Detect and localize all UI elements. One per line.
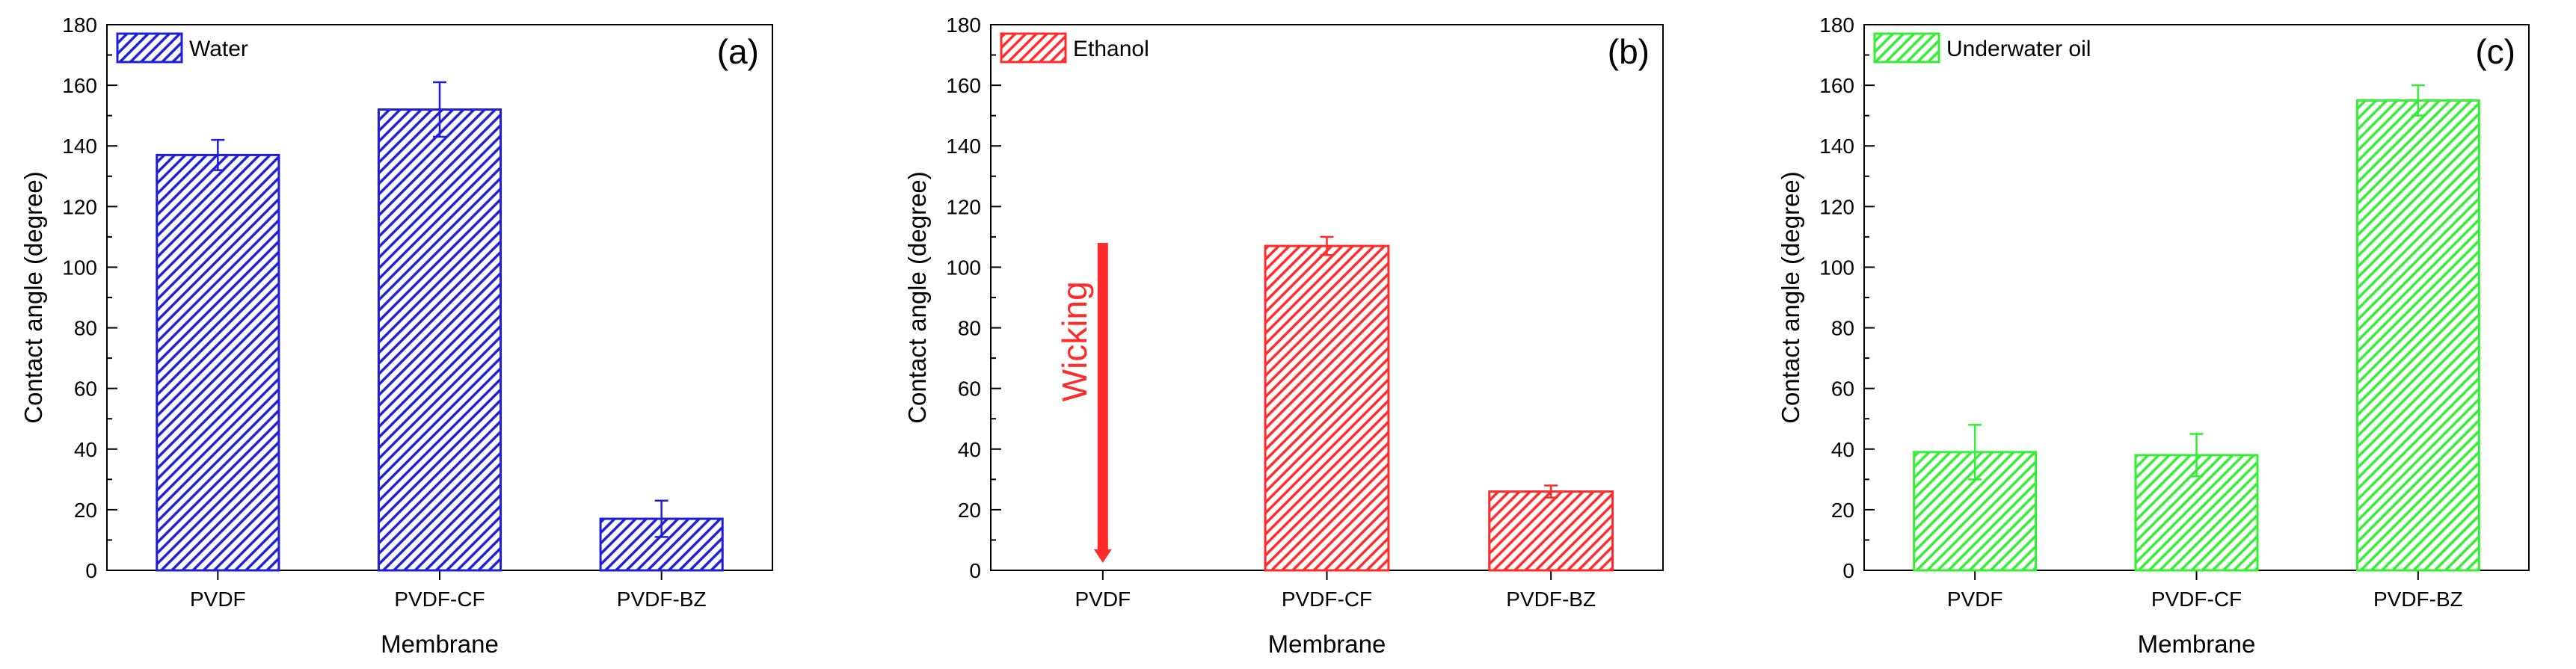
- x-tick-label: PVDF: [1947, 588, 2003, 611]
- panel-label: (b): [1608, 32, 1650, 71]
- error-bar-pvdf-bz: [2411, 84, 2425, 117]
- chart-panel-2: 0 20 40 60 80 100 120 140 160 180 PVDF PVDF-CF PVDF-…: [903, 13, 1664, 658]
- x-tick-label: PVDF: [190, 588, 246, 611]
- y-tick-label: 40: [958, 438, 981, 461]
- x-axis-title: Membrane: [1268, 630, 1386, 658]
- error-bar-pvdf-cf: [2189, 433, 2204, 478]
- y-tick-label: 100: [62, 256, 97, 279]
- wicking-arrow-head: [1093, 549, 1112, 563]
- y-tick-label: 160: [946, 74, 981, 97]
- panel-label: (c): [2475, 32, 2515, 71]
- y-tick-label: 60: [1831, 377, 1854, 401]
- y-tick-label: 140: [62, 135, 97, 158]
- x-tick-label: PVDF: [1075, 588, 1131, 611]
- legend-swatch: [1873, 32, 1940, 64]
- y-axis-title: Contact angle (degree): [1777, 171, 1804, 424]
- x-tick-label: PVDF-CF: [1282, 588, 1372, 611]
- chart-panel-1: 0 20 40 60 80 100 120 140 160 180 PVDF PVDF-CF PVDF-…: [19, 13, 773, 658]
- x-tick-label: PVDF-BZ: [2373, 588, 2463, 611]
- y-tick-label: 160: [1819, 74, 1854, 97]
- y-tick-label: 60: [958, 377, 981, 401]
- y-tick-label: 0: [1842, 559, 1854, 582]
- x-tick-label: PVDF-BZ: [617, 588, 707, 611]
- y-tick-label: 180: [946, 13, 981, 37]
- legend-swatch: [1000, 32, 1067, 64]
- panel-label: (a): [717, 32, 759, 71]
- bar-pvdf-bz: [2355, 99, 2480, 572]
- y-tick-label: 100: [946, 256, 981, 279]
- y-tick-label: 140: [946, 135, 981, 158]
- legend-label: Ethanol: [1073, 37, 1149, 61]
- y-axis-title: Contact angle (degree): [19, 171, 47, 424]
- y-tick-label: 100: [1819, 256, 1854, 279]
- y-tick-label: 60: [74, 377, 97, 401]
- y-tick-label: 180: [62, 13, 97, 37]
- x-axis-title: Membrane: [381, 630, 499, 658]
- y-tick-label: 40: [74, 438, 97, 461]
- error-bar-pvdf-cf: [433, 81, 446, 138]
- y-tick-label: 80: [958, 317, 981, 340]
- error-bar-pvdf: [1968, 424, 1982, 481]
- y-tick-label: 120: [946, 195, 981, 218]
- x-tick-label: PVDF-BZ: [1506, 588, 1596, 611]
- y-tick-label: 120: [62, 195, 97, 218]
- y-tick-label: 20: [1831, 499, 1854, 522]
- legend-label: Underwater oil: [1946, 37, 2091, 61]
- error-bar-pvdf-cf: [1320, 235, 1334, 256]
- y-tick-label: 120: [1819, 195, 1854, 218]
- error-bar-pvdf-bz: [1544, 484, 1558, 499]
- wicking-label: Wicking: [1055, 281, 1094, 401]
- legend-label: Water: [189, 37, 248, 61]
- y-tick-label: 20: [74, 499, 97, 522]
- y-tick-label: 0: [969, 559, 981, 582]
- x-axis-title: Membrane: [2138, 630, 2256, 658]
- y-tick-label: 20: [958, 499, 981, 522]
- error-bar-pvdf-bz: [654, 499, 668, 538]
- x-tick-label: PVDF-CF: [394, 588, 485, 611]
- bar-pvdf-cf: [1264, 244, 1390, 572]
- y-tick-label: 80: [74, 317, 97, 340]
- y-tick-label: 40: [1831, 438, 1854, 461]
- y-tick-label: 0: [85, 559, 97, 582]
- bar-pvdf: [156, 153, 280, 572]
- x-tick-label: PVDF-CF: [2151, 588, 2242, 611]
- bar-pvdf-bz: [1488, 490, 1614, 572]
- y-tick-label: 80: [1831, 317, 1854, 340]
- error-bar-pvdf: [211, 138, 225, 171]
- y-axis-title: Contact angle (degree): [903, 171, 931, 424]
- y-tick-label: 180: [1819, 13, 1854, 37]
- y-tick-label: 140: [1819, 135, 1854, 158]
- bar-pvdf-cf: [377, 108, 502, 572]
- chart-panel-3: 0 20 40 60 80 100 120 140 160 180 PVDF PVDF-CF PVDF-…: [1777, 13, 2530, 658]
- y-tick-label: 160: [62, 74, 97, 97]
- legend-swatch: [116, 32, 183, 64]
